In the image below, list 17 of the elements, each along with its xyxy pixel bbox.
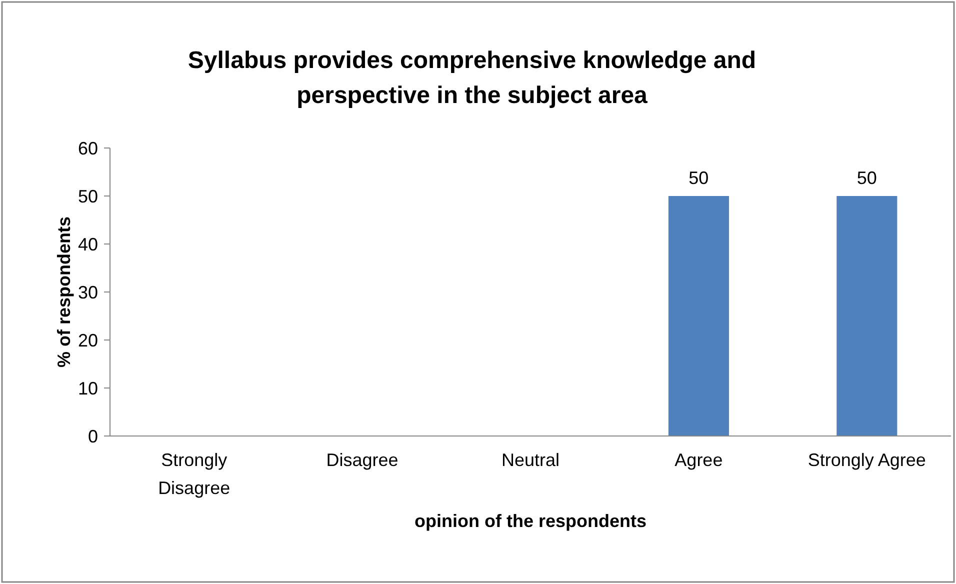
y-tick-label: 60: [78, 138, 98, 158]
y-tick-label: 10: [78, 378, 98, 398]
y-axis-title: % of respondents: [54, 216, 74, 368]
y-tick-label: 30: [78, 282, 98, 302]
data-label: 50: [688, 168, 709, 188]
x-tick-label: Disagree: [326, 450, 398, 470]
chart-title: Syllabus provides comprehensive knowledge and perspective in the subject area: [188, 47, 756, 109]
x-tick-label: Strongly Disagree: [158, 450, 230, 498]
y-tick-label: 20: [78, 330, 98, 350]
y-tick-label: 40: [78, 234, 98, 254]
x-tick-label: Neutral: [501, 450, 560, 470]
data-label: 50: [856, 168, 877, 188]
x-tick-label: Agree: [674, 450, 723, 470]
y-tick-label: 50: [78, 186, 98, 206]
x-tick-label: Strongly Agree: [808, 450, 926, 470]
y-tick-label: 0: [88, 426, 98, 446]
x-axis-title: opinion of the respondents: [414, 511, 646, 531]
